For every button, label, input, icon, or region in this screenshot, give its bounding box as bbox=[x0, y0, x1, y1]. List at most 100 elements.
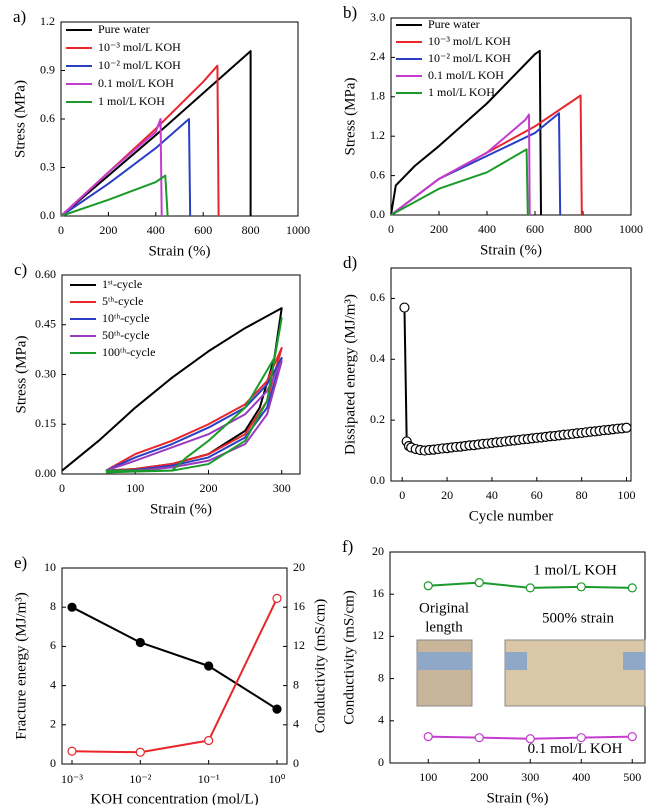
series-label: 1 mol/L KOH bbox=[533, 562, 617, 578]
x-tick-label: 600 bbox=[194, 223, 212, 237]
y2-tick-label: 12 bbox=[293, 638, 305, 652]
photo-original bbox=[416, 639, 473, 707]
y-tick-label: 0.6 bbox=[370, 290, 385, 304]
x-tick-label: 400 bbox=[478, 222, 496, 236]
series-line bbox=[105, 360, 283, 472]
x-tick-label: 80 bbox=[576, 488, 588, 502]
series-line bbox=[105, 356, 283, 472]
x-axis-title: Cycle number bbox=[469, 508, 554, 524]
x-tick-label: 1000 bbox=[619, 222, 643, 236]
panel-label: d) bbox=[343, 253, 357, 272]
series-line bbox=[390, 49, 542, 216]
series-line bbox=[61, 307, 283, 472]
data-point bbox=[627, 732, 637, 742]
x-tick-label: 10⁻³ bbox=[61, 772, 83, 786]
panel-label: e) bbox=[14, 553, 27, 572]
photo-stretched bbox=[504, 639, 646, 707]
x-tick-label: 200 bbox=[470, 770, 488, 784]
data-point bbox=[67, 746, 77, 756]
x-tick-label: 1000 bbox=[286, 223, 310, 237]
y-tick-label: 0.0 bbox=[370, 473, 385, 487]
y-tick-label: 1.8 bbox=[370, 89, 385, 103]
legend-label: 10⁻² mol/L KOH bbox=[98, 58, 181, 72]
data-point bbox=[67, 602, 77, 612]
x-tick-label: 0 bbox=[399, 488, 405, 502]
y-tick-label: 0.9 bbox=[40, 62, 55, 76]
x-tick-label: 10⁻² bbox=[129, 772, 151, 786]
x-tick-label: 800 bbox=[242, 223, 260, 237]
y-tick-label: 0.30 bbox=[35, 366, 56, 380]
legend-label: Pure water bbox=[428, 17, 480, 31]
data-point bbox=[525, 734, 535, 744]
plot-frame bbox=[390, 17, 632, 216]
x-tick-label: 0 bbox=[58, 223, 64, 237]
legend-label: 10⁻³ mol/L KOH bbox=[428, 34, 511, 48]
series-label: 0.1 mol/L KOH bbox=[528, 741, 623, 757]
data-point bbox=[576, 733, 586, 743]
data-point bbox=[135, 747, 145, 757]
y-tick-label: 0.3 bbox=[40, 159, 55, 173]
legend-label: 0.1 mol/L KOH bbox=[428, 68, 504, 82]
x-tick-label: 10⁻¹ bbox=[198, 772, 220, 786]
y-tick-label: 10 bbox=[44, 560, 56, 574]
data-point bbox=[525, 583, 535, 593]
data-point bbox=[474, 733, 484, 743]
y-axis-title: Stress (MPa) bbox=[12, 80, 28, 158]
y-axis-title: Fracture energy (MJ/m³) bbox=[13, 592, 29, 740]
x-tick-label: 300 bbox=[273, 481, 291, 495]
x-tick-label: 200 bbox=[430, 222, 448, 236]
legend-label: 1 mol/L KOH bbox=[98, 94, 165, 108]
plot-frame bbox=[390, 267, 632, 482]
y-tick-label: 1.2 bbox=[370, 128, 385, 142]
y2-tick-label: 8 bbox=[293, 677, 299, 691]
x-axis-title: Strain (%) bbox=[486, 790, 548, 805]
panel-label: f) bbox=[342, 537, 353, 556]
y2-tick-label: 0 bbox=[293, 756, 299, 770]
y-tick-label: 0.4 bbox=[370, 351, 385, 365]
y-tick-label: 1.2 bbox=[40, 14, 55, 28]
legend-label: 1ˢᵗ-cycle bbox=[102, 277, 142, 291]
x-tick-label: 100 bbox=[419, 770, 437, 784]
y-tick-label: 0.2 bbox=[370, 412, 385, 426]
y-axis-title: Dissipated energy (MJ/m³) bbox=[342, 294, 358, 455]
y2-tick-label: 4 bbox=[293, 717, 299, 731]
y-tick-label: 8 bbox=[378, 670, 384, 684]
legend-label: 100ᵗʰ-cycle bbox=[102, 345, 155, 359]
y-tick-label: 2.4 bbox=[370, 49, 385, 63]
y-tick-label: 0 bbox=[378, 755, 384, 769]
series-line bbox=[60, 50, 252, 217]
data-point bbox=[272, 704, 282, 714]
data-point bbox=[576, 582, 586, 592]
y-tick-label: 8 bbox=[50, 599, 56, 613]
data-point bbox=[272, 593, 282, 603]
x-tick-label: 0 bbox=[59, 481, 65, 495]
series-line bbox=[390, 113, 531, 216]
x-tick-label: 500 bbox=[623, 770, 641, 784]
legend-label: 10⁻³ mol/L KOH bbox=[98, 40, 181, 54]
series-line bbox=[71, 606, 278, 710]
annotation: 500% strain bbox=[542, 610, 615, 626]
x-tick-label: 0 bbox=[388, 222, 394, 236]
series-line bbox=[60, 118, 163, 217]
y-axis-title: Stress (MPa) bbox=[342, 78, 358, 156]
photo-clip bbox=[417, 652, 472, 670]
annotation: Original bbox=[419, 600, 469, 616]
panel-label: a) bbox=[13, 7, 26, 26]
x-tick-label: 300 bbox=[521, 770, 539, 784]
y-tick-label: 2 bbox=[50, 717, 56, 731]
y-tick-label: 20 bbox=[372, 544, 384, 558]
legend-label: 10ᵗʰ-cycle bbox=[102, 311, 149, 325]
data-point bbox=[423, 581, 433, 591]
plot-frame bbox=[61, 567, 288, 765]
y2-tick-label: 20 bbox=[293, 560, 305, 574]
y-axis-title: Conductivity (mS/cm) bbox=[341, 590, 357, 725]
series-line bbox=[60, 118, 192, 217]
x-tick-label: 20 bbox=[441, 488, 453, 502]
x-tick-label: 100 bbox=[126, 481, 144, 495]
x-axis-title: Strain (%) bbox=[150, 501, 212, 517]
series-line bbox=[60, 174, 169, 217]
data-point bbox=[474, 577, 484, 588]
photo-clip bbox=[623, 652, 645, 670]
x-tick-label: 600 bbox=[526, 222, 544, 236]
data-point bbox=[423, 732, 433, 742]
